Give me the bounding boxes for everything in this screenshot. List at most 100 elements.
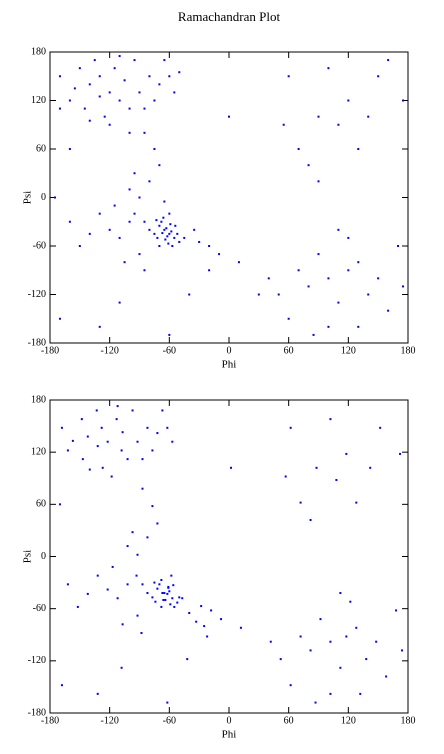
data-point: [158, 164, 161, 167]
data-point: [345, 452, 348, 455]
y-tick-label: -180: [28, 707, 46, 718]
data-point: [335, 478, 338, 481]
data-point: [98, 325, 101, 328]
chart-title: Ramachandran Plot: [178, 9, 281, 24]
data-point: [329, 640, 332, 643]
y-tick-label: 120: [31, 95, 46, 106]
data-point: [138, 253, 141, 256]
data-point: [269, 640, 272, 643]
y-tick-label: 60: [36, 499, 46, 510]
data-point: [143, 131, 146, 134]
data-point: [402, 99, 405, 102]
data-point: [58, 503, 61, 506]
data-point: [148, 180, 151, 183]
data-point: [284, 475, 287, 478]
y-tick-label: 0: [41, 551, 46, 562]
data-point: [68, 220, 71, 223]
data-point: [229, 466, 232, 469]
data-point: [100, 426, 103, 429]
data-point: [120, 666, 123, 669]
data-point: [327, 277, 330, 280]
data-point: [161, 409, 164, 412]
data-point: [312, 333, 315, 336]
data-point: [168, 590, 171, 593]
data-point: [349, 600, 352, 603]
x-tick-label: 180: [401, 715, 416, 726]
x-axis-label: Phi: [222, 359, 237, 371]
data-point: [151, 505, 154, 508]
data-point: [183, 236, 186, 239]
data-point: [171, 597, 174, 600]
data-point: [86, 592, 89, 595]
y-tick-label: -120: [28, 655, 46, 666]
data-point: [83, 107, 86, 110]
data-point: [143, 220, 146, 223]
data-point: [385, 675, 388, 678]
x-tick-label: 180: [401, 345, 416, 356]
data-point: [141, 487, 144, 490]
x-tick-label: 120: [341, 345, 356, 356]
data-point: [80, 418, 83, 421]
data-point: [176, 601, 179, 604]
data-point: [369, 466, 372, 469]
data-point: [168, 333, 171, 336]
data-point: [355, 626, 358, 629]
data-point: [307, 164, 310, 167]
plot-frame: [49, 399, 409, 714]
data-point: [162, 598, 165, 601]
data-point: [96, 692, 99, 695]
data-point: [169, 223, 172, 226]
data-point: [173, 236, 176, 239]
data-point: [78, 245, 81, 247]
data-point: [155, 219, 158, 222]
data-point: [339, 592, 342, 595]
data-point: [237, 261, 240, 264]
data-point: [279, 658, 282, 661]
data-point: [135, 574, 138, 577]
data-point: [195, 620, 198, 623]
data-point: [96, 574, 99, 577]
data-point: [203, 625, 206, 628]
data-point: [315, 466, 318, 469]
x-tick-label: 60: [284, 715, 294, 726]
data-point: [347, 236, 350, 239]
data-point: [173, 91, 176, 94]
data-point: [208, 245, 211, 247]
data-point: [78, 67, 81, 70]
data-point: [160, 605, 163, 608]
data-point: [228, 115, 230, 118]
data-point: [156, 432, 159, 435]
data-point: [359, 692, 362, 695]
data-point: [218, 253, 221, 256]
y-tick-label: 120: [31, 446, 46, 457]
x-axis-label: Phi: [222, 729, 237, 741]
data-point: [173, 605, 176, 608]
data-point: [163, 228, 166, 231]
data-point: [123, 79, 126, 82]
data-point: [153, 148, 156, 150]
data-point: [93, 59, 96, 62]
data-point: [136, 440, 139, 443]
y-tick-label: 0: [41, 192, 46, 203]
data-point: [317, 115, 320, 118]
data-point: [365, 658, 368, 661]
data-point: [168, 212, 171, 215]
data-point: [158, 583, 161, 586]
data-point: [86, 435, 89, 438]
data-point: [73, 87, 76, 90]
data-point: [115, 418, 118, 421]
data-point: [88, 232, 91, 235]
x-tick-label: -180: [41, 715, 59, 726]
data-point: [108, 91, 111, 94]
data-point: [297, 148, 300, 150]
data-point: [101, 466, 104, 469]
plot-frame: [49, 51, 409, 344]
data-point: [357, 148, 360, 150]
data-point: [118, 99, 121, 102]
data-point: [148, 75, 151, 78]
data-point: [133, 59, 136, 62]
x-tick-label: -120: [100, 715, 118, 726]
data-point: [357, 261, 360, 264]
data-point: [166, 592, 169, 595]
